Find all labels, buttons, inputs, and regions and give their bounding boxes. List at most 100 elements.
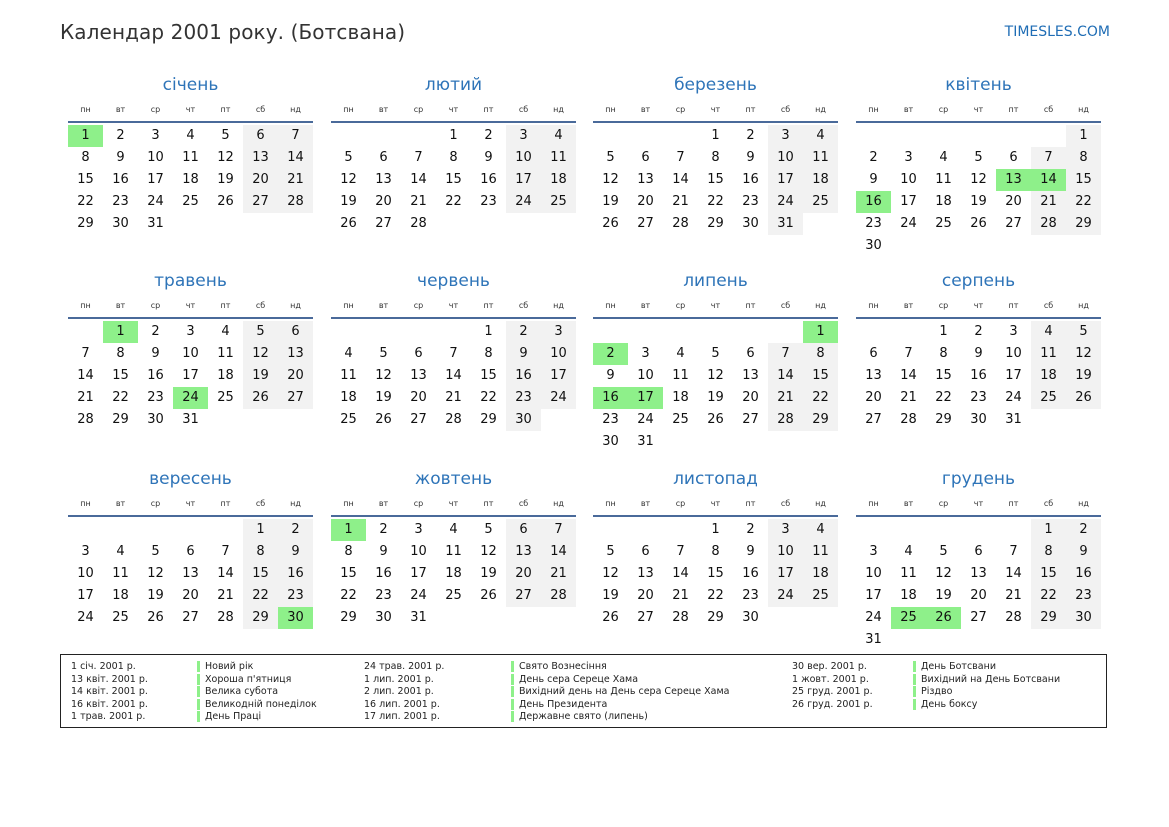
holiday-marker — [511, 686, 514, 697]
weekday-header: пн вт ср чт пт сб нд — [331, 103, 576, 121]
day-cell: 1 — [484, 324, 493, 339]
day-cell: 8 — [1031, 541, 1066, 563]
day-cell: 10 — [147, 150, 164, 165]
day-cell: 17 — [541, 365, 576, 387]
day-cell: 25 — [1031, 387, 1066, 409]
day-cell: 12 — [707, 368, 724, 383]
day-cell: 13 — [970, 566, 987, 581]
day-cell: 30 — [112, 216, 129, 231]
day-cell: 13 — [182, 566, 199, 581]
day-cell: 4 — [449, 522, 458, 537]
day-cell: 3 — [641, 346, 650, 361]
header-divider — [593, 121, 838, 123]
weekday-header: пн вт ср чт пт сб нд — [593, 497, 838, 515]
weekday-label: нд — [1078, 301, 1089, 310]
day-cell: 15 — [243, 563, 278, 585]
weekday-label: пн — [605, 499, 616, 508]
weekday-label: нд — [553, 499, 564, 508]
day-cell: 28 — [672, 610, 689, 625]
day-cell: 25 — [803, 585, 838, 607]
day-cell: 25 — [935, 216, 952, 231]
holiday-day-cell: 26 — [926, 607, 961, 629]
weekday-label: вт — [640, 301, 651, 310]
day-cell: 15 — [707, 172, 724, 187]
empty-cell — [628, 321, 663, 343]
weekday-label: пн — [343, 301, 354, 310]
day-cell: 14 — [410, 172, 427, 187]
day-cell: 23 — [480, 194, 497, 209]
weekday-label: сб — [780, 499, 791, 508]
month-name: червень — [417, 271, 490, 291]
day-cell: 3 — [904, 150, 913, 165]
holiday-marker — [511, 711, 514, 722]
day-cell: 1 — [1066, 125, 1101, 147]
day-cell: 9 — [606, 368, 615, 383]
holiday-name: Вихідний день на День сера Сереце Хама — [519, 686, 730, 697]
empty-cell — [856, 321, 891, 343]
day-cell: 14 — [1005, 566, 1022, 581]
weekday-header: пн вт ср чт пт сб нд — [593, 103, 838, 121]
day-cell: 25 — [182, 194, 199, 209]
day-cell: 25 — [445, 588, 462, 603]
day-cell: 26 — [970, 216, 987, 231]
day-cell: 5 — [939, 544, 948, 559]
holiday-name: Хороша п'ятниця — [205, 673, 292, 685]
day-grid: 1 2 3 4 5 6 7 8 9 10 11 12 13 14 15 16 17 18 19 20 21 22 23 24 2… — [593, 519, 838, 629]
day-cell: 3 — [81, 544, 90, 559]
day-cell: 14 — [900, 368, 917, 383]
day-cell: 22 — [77, 194, 94, 209]
day-cell: 20 — [278, 365, 313, 387]
day-cell: 15 — [77, 172, 94, 187]
day-cell: 28 — [77, 412, 94, 427]
day-cell: 12 — [375, 368, 392, 383]
day-cell: 16 — [970, 368, 987, 383]
day-cell: 19 — [602, 588, 619, 603]
empty-cell — [593, 125, 628, 147]
month-6: червень пн вт ср чт пт сб нд 1 2 3 4 5 6 7 8 9 10 11 12 13 14… — [331, 269, 576, 431]
holiday-date: 1 лип. 2001 р. — [364, 673, 434, 685]
day-cell: 20 — [865, 390, 882, 405]
day-cell: 26 — [707, 412, 724, 427]
day-cell: 29 — [935, 412, 952, 427]
site-link[interactable]: TIMESLES.COM — [1004, 24, 1110, 40]
day-cell: 11 — [340, 368, 357, 383]
weekday-header: пн вт ср чт пт сб нд — [331, 299, 576, 317]
day-cell: 15 — [935, 368, 952, 383]
holiday-marker — [197, 686, 200, 697]
weekday-label: пт — [483, 301, 494, 310]
day-cell: 11 — [803, 147, 838, 169]
weekday-label: нд — [815, 105, 826, 114]
header-divider — [856, 317, 1101, 319]
day-cell: 28 — [541, 585, 576, 607]
day-cell: 8 — [116, 346, 125, 361]
weekday-label: пн — [80, 499, 91, 508]
day-cell: 31 — [147, 216, 164, 231]
holiday-name: День Праці — [205, 711, 262, 722]
header-divider — [68, 515, 313, 517]
day-cell: 22 — [1066, 191, 1101, 213]
day-cell: 8 — [81, 150, 90, 165]
day-cell: 24 — [768, 191, 803, 213]
weekday-label: пн — [80, 105, 91, 114]
holiday-marker — [913, 698, 916, 710]
day-cell: 24 — [865, 610, 882, 625]
weekday-label: пт — [1008, 301, 1019, 310]
day-cell: 27 — [410, 412, 427, 427]
weekday-header: пн вт ср чт пт сб нд — [856, 103, 1101, 121]
day-cell: 7 — [676, 150, 685, 165]
weekday-label: вт — [115, 301, 126, 310]
holiday-name: День боксу — [921, 698, 978, 710]
day-cell: 5 — [711, 346, 720, 361]
day-cell: 27 — [742, 412, 759, 427]
weekday-label: пт — [745, 105, 756, 114]
day-cell: 16 — [278, 563, 313, 585]
holiday-day-cell: 13 — [996, 169, 1031, 191]
day-cell: 25 — [672, 412, 689, 427]
day-cell: 8 — [243, 541, 278, 563]
weekday-label: ср — [938, 301, 949, 310]
day-cell: 22 — [445, 194, 462, 209]
weekday-label: сб — [518, 105, 529, 114]
weekday-header: пн вт ср чт пт сб нд — [593, 299, 838, 317]
day-cell: 15 — [1031, 563, 1066, 585]
day-cell: 18 — [672, 390, 689, 405]
